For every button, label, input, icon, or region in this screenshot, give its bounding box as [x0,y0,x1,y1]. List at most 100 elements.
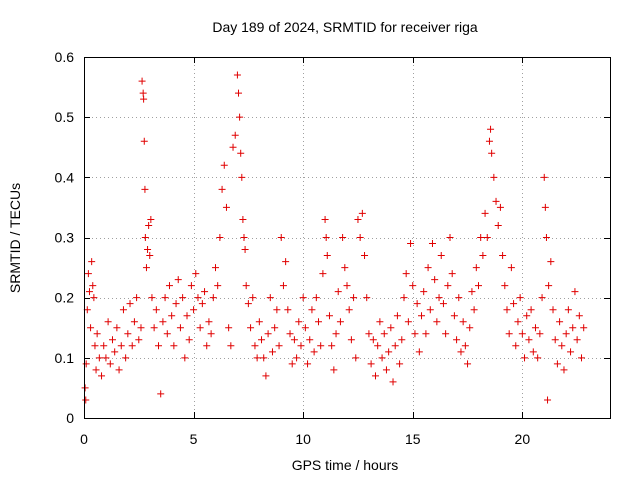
data-point [481,209,489,217]
data-point [560,366,568,374]
data-point [564,306,572,314]
data-point [220,161,228,169]
data-point [472,264,480,272]
data-point [404,318,412,326]
data-point [455,294,463,302]
data-point [140,137,148,145]
data-point [148,294,156,302]
data-point [82,360,90,368]
data-point [562,330,570,338]
data-point [146,252,154,260]
data-point [571,288,579,296]
data-point [437,252,445,260]
x-tick-labels: 0 5 10 15 20 [80,431,530,447]
data-point [553,360,561,368]
data-point [214,282,222,290]
data-point [487,125,495,133]
data-point [98,372,106,380]
data-point [227,342,235,350]
data-point [398,336,406,344]
data-point [567,348,575,356]
data-point [89,282,97,290]
data-point [194,294,202,302]
data-point [363,294,371,302]
data-point [387,324,395,332]
data-point [485,137,493,145]
data-point [157,390,165,398]
data-point [159,318,167,326]
data-point [453,336,461,344]
data-point [251,342,259,350]
data-point [378,354,386,362]
data-point [556,318,564,326]
data-point [525,336,533,344]
data-point [198,300,206,308]
data-point [332,330,340,338]
data-point [284,306,292,314]
data-point [240,234,248,241]
data-point [444,282,452,290]
data-point [341,264,349,272]
data-point [126,300,134,308]
data-point [168,312,176,320]
data-point [119,306,127,314]
y-tick-label: 0.1 [55,350,75,366]
data-point [249,294,257,302]
data-point [339,234,347,241]
x-tick-label: 10 [295,431,311,447]
data-point [431,276,439,284]
data-point [165,282,173,290]
data-point [172,300,180,308]
data-point [514,318,522,326]
data-point [253,354,261,362]
data-point [529,348,537,356]
data-point [192,270,200,278]
data-point [374,342,382,350]
data-point [142,264,150,272]
data-point [91,342,99,350]
data-point [187,282,195,290]
data-point [306,336,314,344]
data-point [365,330,373,338]
y-tick-label: 0.5 [55,109,75,125]
data-point [100,342,108,350]
data-point [241,246,249,254]
data-point [501,282,509,290]
data-point [207,330,215,338]
data-point [111,348,119,356]
data-point [185,336,193,344]
data-point [95,354,103,362]
data-point [321,215,329,223]
data-point [106,360,114,368]
data-point [439,300,447,308]
data-point [573,336,581,344]
data-point [435,294,443,302]
data-point [536,330,544,338]
data-point [268,348,276,356]
data-point [461,342,469,350]
data-point [418,312,426,320]
data-point [231,131,239,139]
x-tick-label: 15 [405,431,421,447]
data-point [361,252,369,260]
data-point [483,234,491,241]
data-point [295,318,303,326]
data-point [108,336,116,344]
data-point [301,324,309,332]
data-point [393,312,401,320]
data-point [144,246,152,254]
data-point [402,270,410,278]
data-point [575,312,583,320]
data-point [209,294,217,302]
data-point [183,312,191,320]
data-point [319,270,327,278]
data-point [325,312,333,320]
data-point [81,384,89,392]
data-point [541,203,549,211]
data-point [527,306,535,314]
data-point [350,294,358,302]
data-point [516,294,524,302]
data-point [140,95,148,103]
data-point [323,252,331,260]
